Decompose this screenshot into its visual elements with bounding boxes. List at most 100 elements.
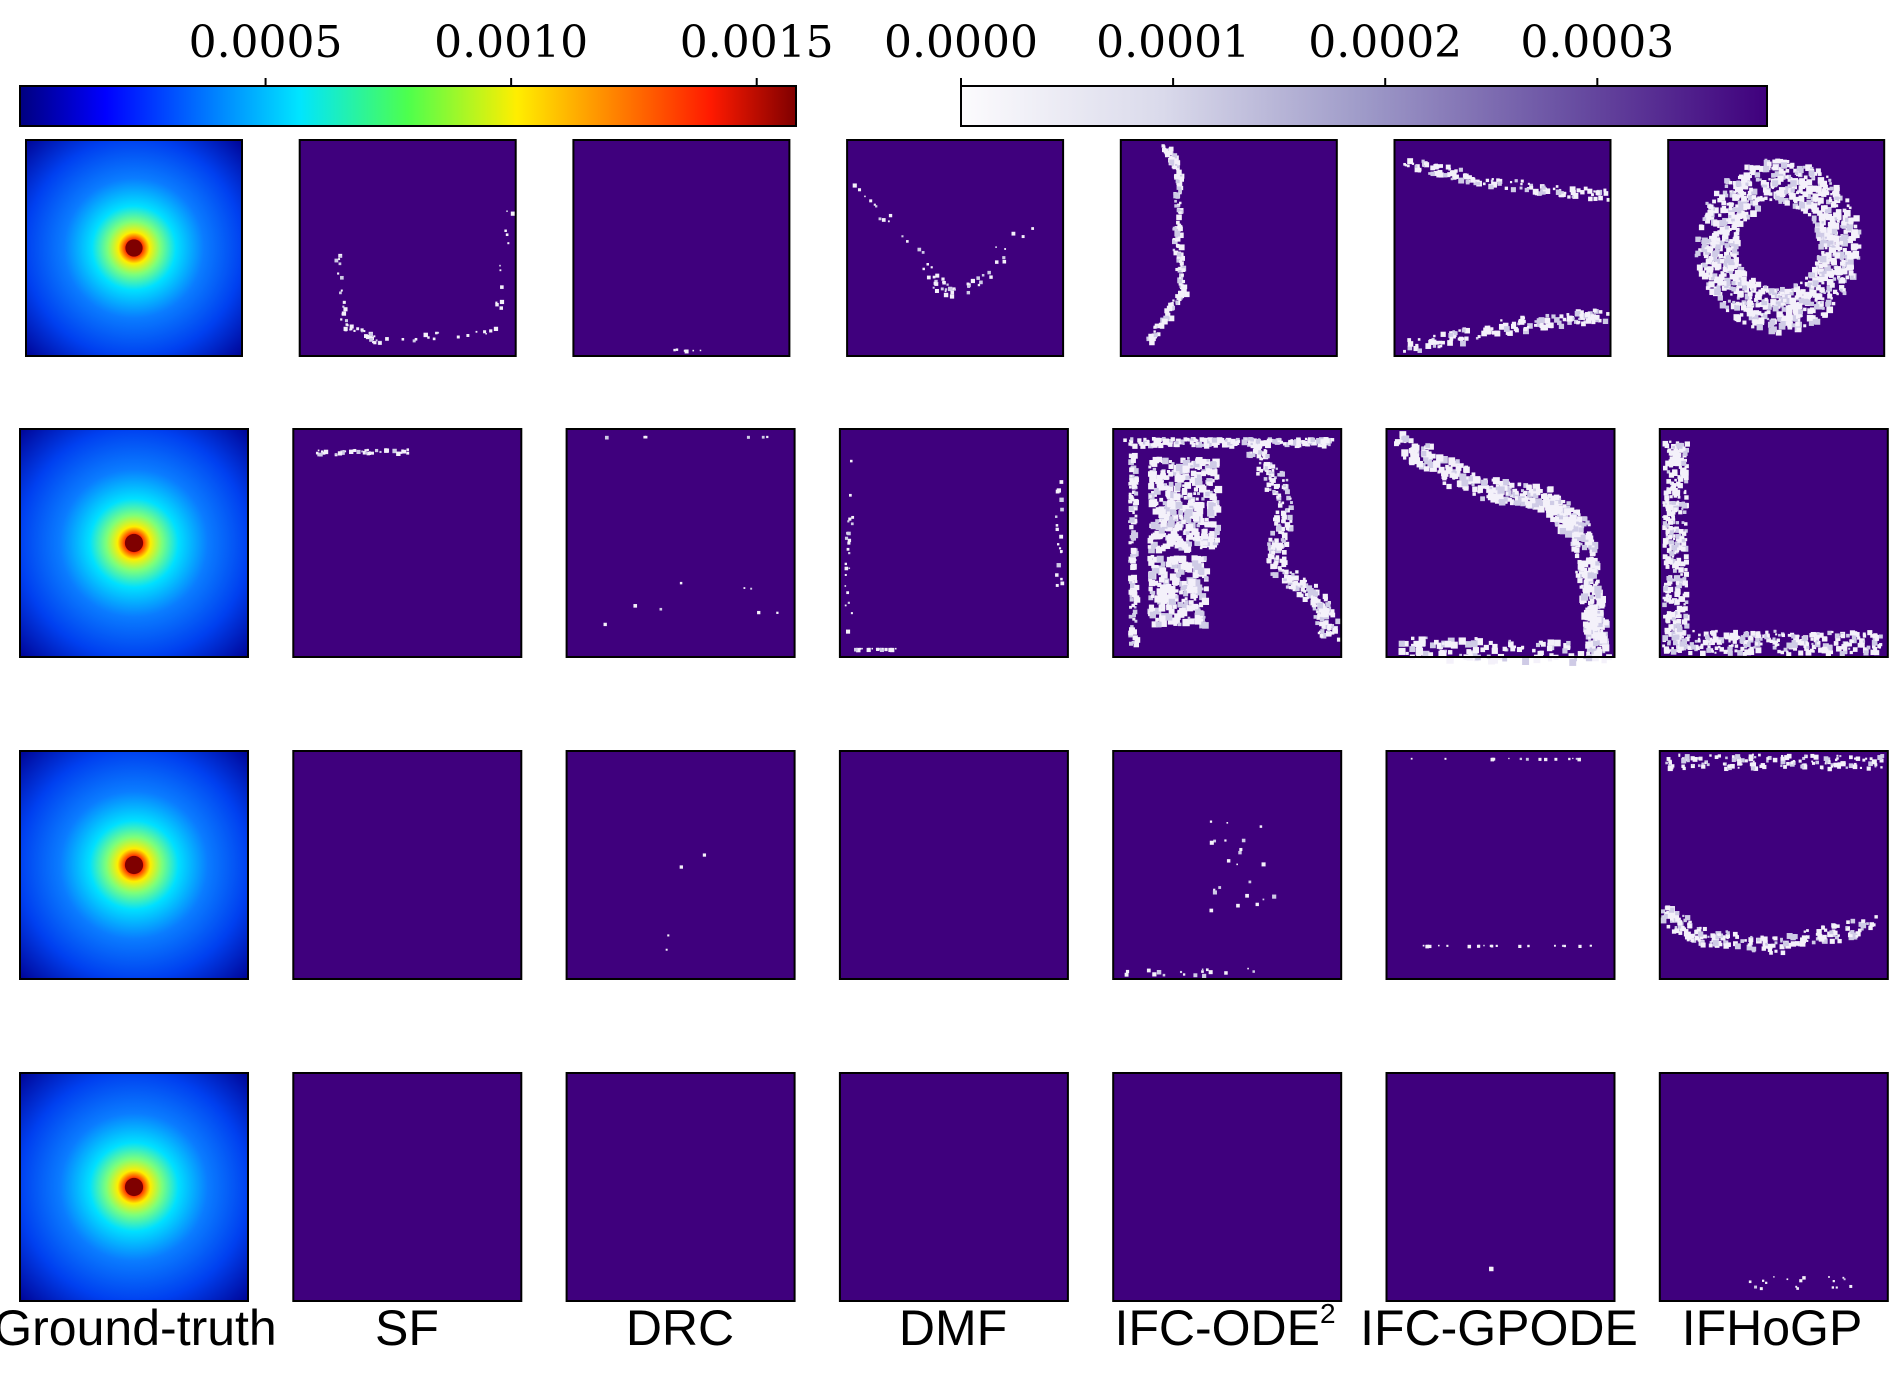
error-speck — [1756, 324, 1763, 331]
error-speck — [850, 522, 854, 526]
error-speck — [934, 279, 938, 284]
error-speck — [1724, 766, 1729, 772]
error-speck — [1671, 646, 1674, 650]
error-speck — [1453, 469, 1461, 477]
error-speck — [1417, 167, 1422, 172]
error-speck — [1503, 326, 1510, 332]
error-speck — [1764, 297, 1768, 302]
error-speck — [861, 647, 863, 650]
error-speck — [1272, 563, 1276, 568]
error-speck — [1276, 519, 1280, 523]
error-speck — [499, 269, 502, 272]
error-speck — [1678, 931, 1683, 935]
error-speck — [1159, 615, 1166, 622]
column-label-ground-truth: Ground-truth — [0, 1300, 277, 1356]
error-speck — [1330, 438, 1335, 442]
error-speck — [1428, 652, 1434, 658]
error-speck — [1664, 627, 1670, 633]
error-speck — [1336, 637, 1342, 642]
error-speck — [1827, 291, 1831, 294]
error-speck — [1582, 516, 1588, 522]
error-speck — [1148, 595, 1154, 601]
error-pattern — [852, 183, 1035, 299]
error-speck — [665, 948, 668, 951]
error-speck — [1192, 560, 1199, 567]
error-speck — [1724, 178, 1730, 184]
error-speck — [466, 334, 470, 337]
error-speck — [1726, 247, 1731, 253]
error-speck — [1789, 297, 1797, 305]
error-speck — [1811, 206, 1817, 212]
error-speck — [943, 292, 949, 298]
error-speck — [1130, 475, 1133, 478]
error-speck — [1266, 558, 1272, 564]
error-speck — [1179, 474, 1185, 481]
panel-drc-row-2 — [565, 428, 796, 658]
error-speck — [1252, 448, 1259, 455]
error-speck — [1264, 468, 1269, 472]
error-speck — [1585, 596, 1588, 600]
error-speck — [1060, 577, 1063, 581]
error-speck — [1547, 657, 1553, 662]
panel-frame — [292, 428, 523, 658]
error-speck — [1530, 497, 1536, 504]
error-speck — [1707, 645, 1711, 649]
error-speck — [1785, 175, 1789, 179]
error-speck — [1668, 577, 1672, 582]
error-speck — [1417, 348, 1422, 353]
error-speck — [1446, 656, 1454, 664]
error-speck — [1729, 274, 1736, 280]
error-speck — [1771, 326, 1777, 333]
error-speck — [1802, 1276, 1806, 1280]
error-speck — [1175, 294, 1180, 298]
error-speck — [1701, 242, 1707, 248]
error-speck — [1672, 491, 1677, 496]
error-speck — [1169, 483, 1173, 487]
error-speck — [1835, 292, 1839, 295]
error-speck — [1411, 643, 1415, 648]
error-speck — [1199, 546, 1203, 550]
error-speck — [1712, 232, 1715, 236]
error-speck — [1606, 312, 1610, 316]
error-speck — [1482, 484, 1487, 489]
error-speck — [1559, 314, 1564, 319]
panel-ifc-ode-row-2 — [1112, 428, 1343, 658]
error-speck — [1752, 949, 1756, 953]
error-speck — [1227, 441, 1231, 446]
error-speck — [1665, 516, 1671, 522]
error-speck — [1148, 604, 1155, 610]
error-speck — [1739, 191, 1743, 195]
error-speck — [1668, 627, 1672, 632]
error-speck — [1778, 299, 1784, 306]
error-speck — [1153, 439, 1158, 444]
error-speck — [1799, 639, 1803, 642]
error-speck — [1837, 194, 1841, 198]
error-speck — [1167, 485, 1174, 492]
error-speck — [1319, 621, 1324, 627]
error-speck — [1715, 263, 1722, 270]
error-speck — [1681, 764, 1685, 768]
error-speck — [1737, 766, 1740, 769]
error-speck — [1281, 519, 1286, 524]
error-speck — [1862, 632, 1866, 636]
error-speck — [1546, 645, 1553, 652]
error-speck — [1498, 498, 1506, 506]
error-speck — [1427, 443, 1434, 450]
error-speck — [489, 329, 493, 333]
error-speck — [1736, 286, 1740, 290]
error-speck — [1842, 291, 1847, 295]
error-speck — [356, 327, 360, 331]
error-heatmap-base — [566, 1073, 795, 1301]
error-speck — [1535, 642, 1541, 648]
error-speck — [1751, 280, 1756, 285]
error-speck — [1259, 457, 1263, 461]
error-speck — [1171, 305, 1175, 310]
error-speck — [1201, 533, 1209, 541]
error-speck — [1162, 318, 1168, 325]
error-speck — [1767, 943, 1773, 949]
error-speck — [1197, 608, 1201, 612]
error-speck — [1733, 259, 1739, 265]
error-speck — [1414, 165, 1418, 168]
error-speck — [1186, 541, 1192, 547]
error-speck — [976, 276, 980, 280]
